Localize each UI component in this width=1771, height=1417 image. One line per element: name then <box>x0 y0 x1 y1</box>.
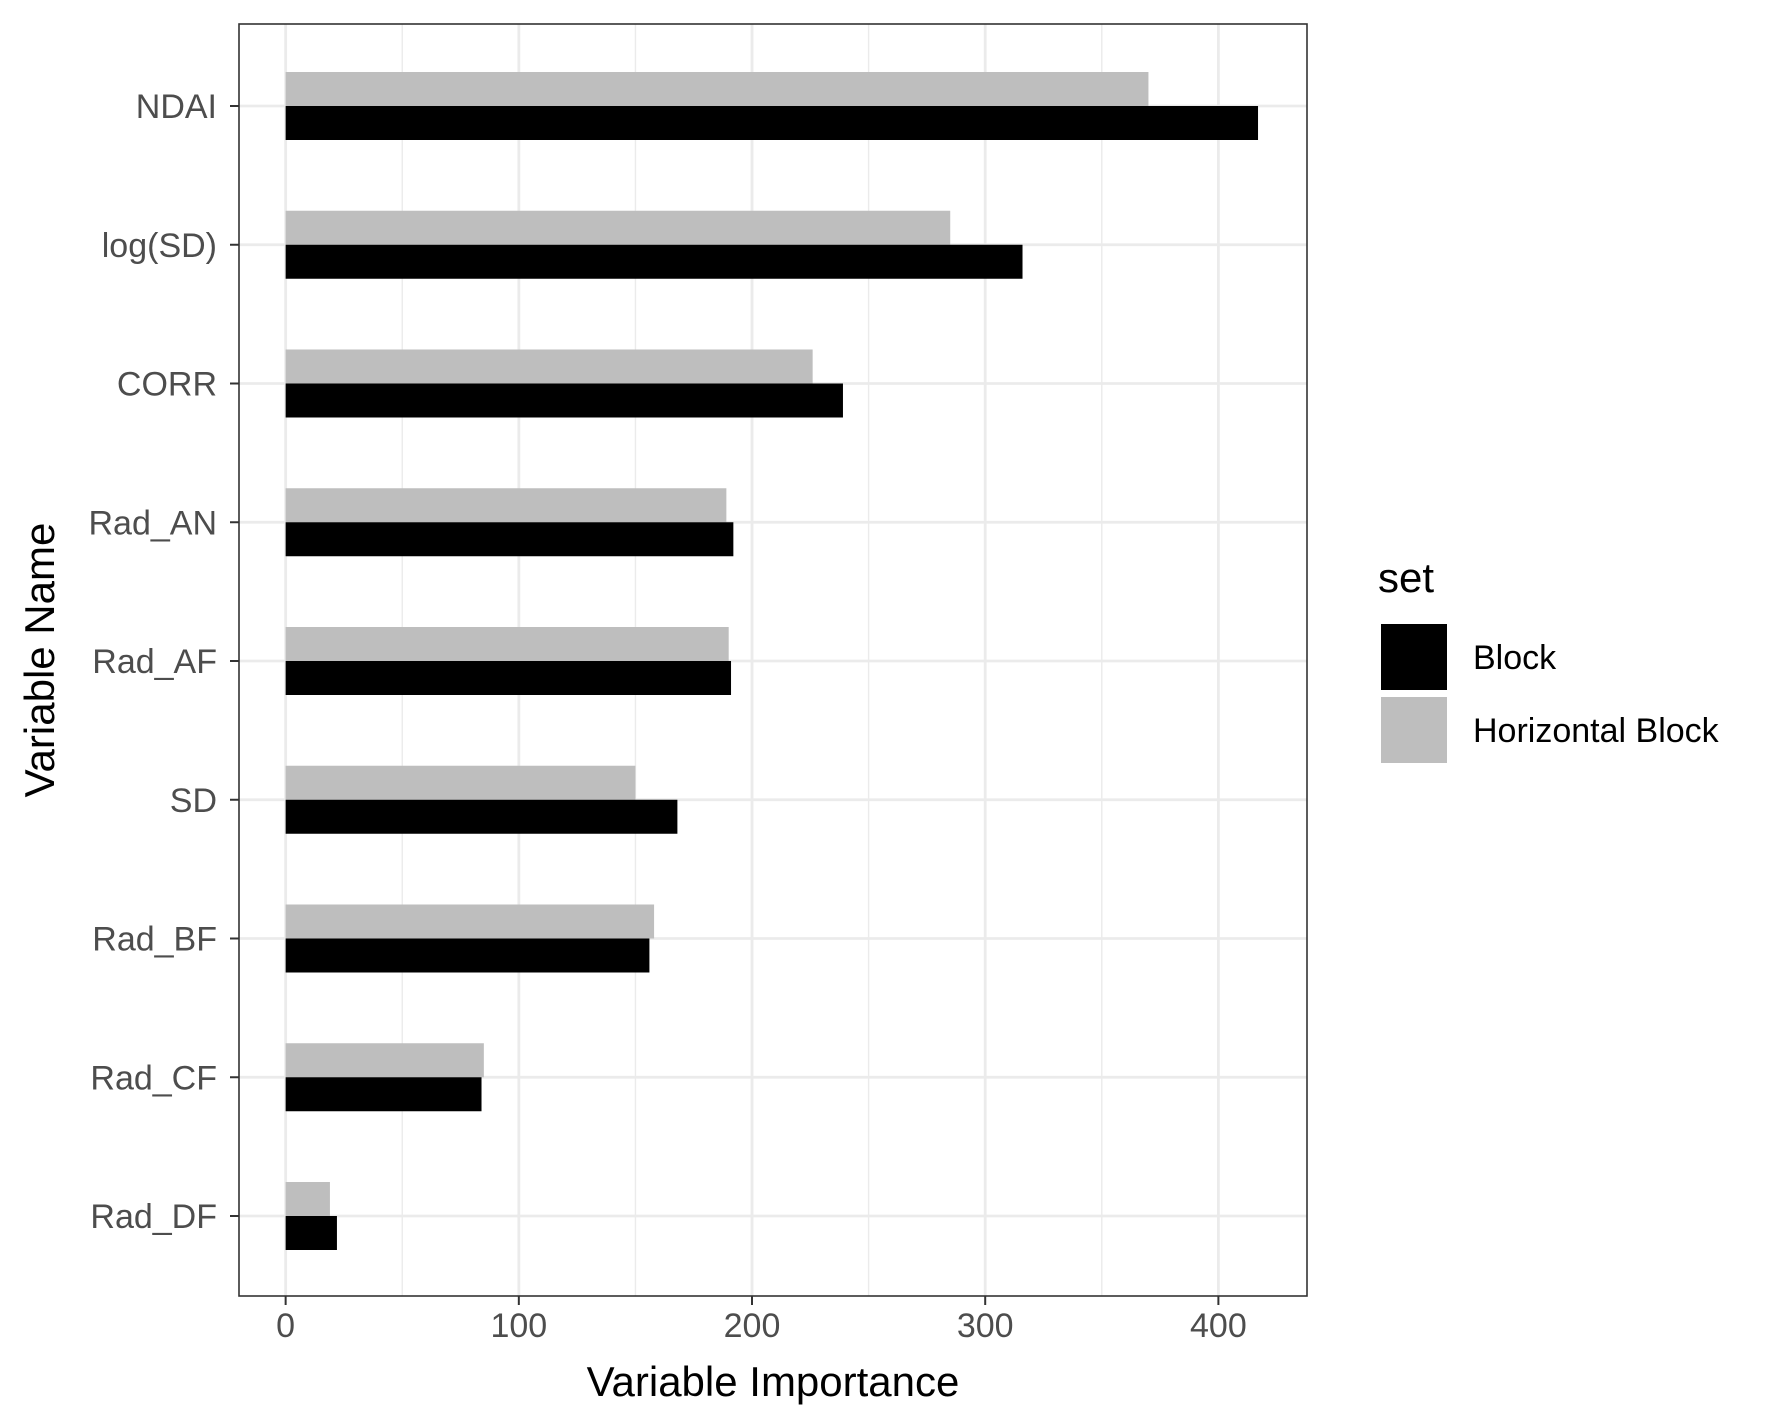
bar-block-rad-af <box>285 661 732 695</box>
bar-horizontal-block-corr <box>285 349 813 384</box>
bar-block-rad-an <box>285 522 734 557</box>
y-axis-title: Variable Name <box>16 523 63 798</box>
bar-block-rad-bf <box>285 938 650 973</box>
bar-horizontal-block-rad-bf <box>285 904 655 939</box>
bar-layer <box>285 72 1259 1250</box>
bar-block-corr <box>285 383 843 418</box>
bar-horizontal-block-rad-cf <box>285 1043 484 1078</box>
axis-layer: NDAI log(SD) CORR Rad_AN Rad_AF SD Rad_BF Rad_C… <box>88 88 1246 1345</box>
legend-label-block: Block <box>1473 639 1557 677</box>
bar-horizontal-block-log-sd <box>285 210 951 245</box>
bar-block-ndai <box>285 106 1259 140</box>
bar-horizontal-block-rad-an <box>285 488 727 523</box>
y-tick-label-ndai: NDAI <box>136 88 217 126</box>
x-tick-label-400: 400 <box>1190 1307 1247 1345</box>
x-tick-label-200: 200 <box>724 1307 781 1345</box>
y-tick-label-rad-cf: Rad_CF <box>90 1059 217 1097</box>
bar-horizontal-block-ndai <box>285 72 1149 106</box>
legend-title: set <box>1378 554 1434 601</box>
y-tick-label-rad-df: Rad_DF <box>90 1198 217 1236</box>
bar-block-rad-df <box>285 1216 337 1250</box>
x-tick-label-100: 100 <box>490 1307 547 1345</box>
y-tick-label-rad-af: Rad_AF <box>92 643 217 681</box>
y-tick-label-corr: CORR <box>117 366 217 404</box>
x-tick-label-300: 300 <box>957 1307 1014 1345</box>
legend-label-horizontal-block: Horizontal Block <box>1473 712 1720 750</box>
bar-horizontal-block-rad-df <box>285 1182 330 1216</box>
y-tick-label-sd: SD <box>170 782 217 820</box>
x-axis-title: Variable Importance <box>587 1358 960 1405</box>
legend-key-horizontal-block <box>1381 697 1447 763</box>
y-tick-label-rad-an: Rad_AN <box>88 504 217 542</box>
bar-horizontal-block-rad-af <box>285 627 729 661</box>
y-tick-label-log-sd: log(SD) <box>102 227 217 265</box>
bar-block-log-sd <box>285 244 1023 279</box>
bar-horizontal-block-sd <box>285 765 636 800</box>
y-tick-label-rad-bf: Rad_BF <box>92 921 217 959</box>
bar-block-rad-cf <box>285 1077 482 1112</box>
bar-block-sd <box>285 799 678 834</box>
legend-key-block <box>1381 624 1447 690</box>
x-tick-label-0: 0 <box>276 1307 295 1345</box>
legend: set Block Horizontal Block <box>1378 554 1720 763</box>
